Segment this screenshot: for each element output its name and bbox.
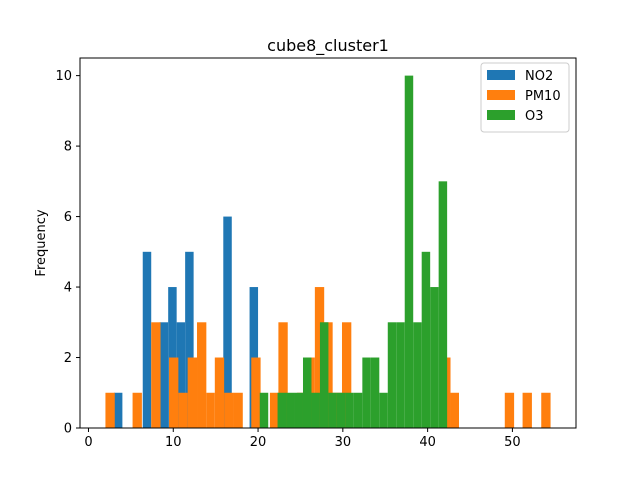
- bar-o3-13: [379, 392, 388, 428]
- bar-o3-7: [328, 392, 337, 428]
- y-axis-label: Frequency: [34, 209, 49, 276]
- legend: NO2 PM10 O3: [480, 62, 570, 133]
- y-tick-label: 8: [64, 140, 72, 155]
- bar-o3-16: [404, 75, 414, 429]
- bar-o3-6: [319, 322, 329, 428]
- axes-group: 0 10 20 30 40 50 0 2 4 6 8 10: [55, 57, 577, 450]
- bar-o3-17: [413, 322, 422, 428]
- bar-no2-2: [159, 322, 169, 428]
- bar-o3-12: [370, 357, 380, 428]
- bar-pm10-16: [314, 287, 325, 428]
- bar-o3-8: [336, 392, 346, 428]
- chart-title: cube8_cluster1: [267, 36, 389, 56]
- x-tick-label: 40: [419, 435, 436, 450]
- bar-no2-5: [185, 251, 194, 428]
- x-tick-label: 10: [165, 435, 182, 450]
- legend-swatch-no2: [487, 70, 515, 80]
- bar-pm10-19: [341, 322, 352, 428]
- y-tick-label: 0: [64, 422, 72, 437]
- y-tick-label: 2: [64, 351, 72, 366]
- bar-o3-15: [396, 322, 405, 428]
- bars-group: [105, 75, 551, 429]
- bar-no2-1: [142, 251, 152, 428]
- bar-pm10-4: [178, 392, 188, 428]
- bar-pm10-6: [197, 322, 207, 428]
- bar-o3-14: [387, 322, 397, 428]
- y-tick-label: 6: [64, 210, 72, 225]
- bar-pm10-0: [105, 392, 115, 428]
- bar-o3-10: [353, 392, 363, 428]
- legend-swatch-o3: [487, 110, 515, 120]
- legend-swatch-pm10: [487, 90, 515, 100]
- bar-pm10-21: [450, 392, 459, 428]
- bar-o3-5: [311, 392, 320, 428]
- bar-pm10-13: [278, 322, 288, 428]
- bar-pm10-24: [541, 392, 551, 428]
- bar-pm10-5: [187, 357, 198, 428]
- bar-pm10-7: [206, 392, 215, 428]
- bar-o3-11: [362, 357, 371, 428]
- x-tick-label: 20: [250, 435, 267, 450]
- bar-o3-19: [430, 287, 439, 428]
- bar-o3-18: [421, 251, 431, 428]
- plot-frame: [79, 57, 577, 429]
- bar-o3-20: [438, 181, 448, 428]
- y-tick-label: 10: [55, 69, 72, 84]
- legend-label-o3: O3: [525, 109, 544, 124]
- bar-pm10-11: [251, 357, 261, 428]
- bar-pm10-12: [269, 392, 279, 428]
- y-tick-label: 4: [64, 281, 72, 296]
- bar-pm10-2: [151, 322, 161, 428]
- legend-label-no2: NO2: [525, 69, 553, 84]
- bar-pm10-3: [169, 357, 179, 428]
- bar-pm10-1: [132, 392, 142, 428]
- bar-o3-0: [259, 392, 269, 428]
- x-tick-label: 0: [84, 435, 92, 450]
- bar-pm10-8: [214, 357, 225, 428]
- legend-label-pm10: PM10: [525, 89, 561, 104]
- x-tick-label: 30: [335, 435, 352, 450]
- bar-o3-4: [302, 357, 312, 428]
- bar-o3-1: [277, 392, 287, 428]
- bar-o3-3: [294, 392, 303, 428]
- bar-no2-0: [113, 392, 123, 428]
- bar-pm10-23: [522, 392, 532, 428]
- bar-no2-4: [176, 322, 186, 428]
- bar-o3-9: [345, 392, 354, 428]
- bar-pm10-10: [233, 392, 243, 428]
- bar-pm10-9: [224, 392, 234, 428]
- bar-o3-2: [286, 392, 295, 428]
- bar-no2-6: [223, 216, 232, 428]
- bar-pm10-22: [504, 392, 515, 428]
- x-tick-label: 50: [504, 435, 521, 450]
